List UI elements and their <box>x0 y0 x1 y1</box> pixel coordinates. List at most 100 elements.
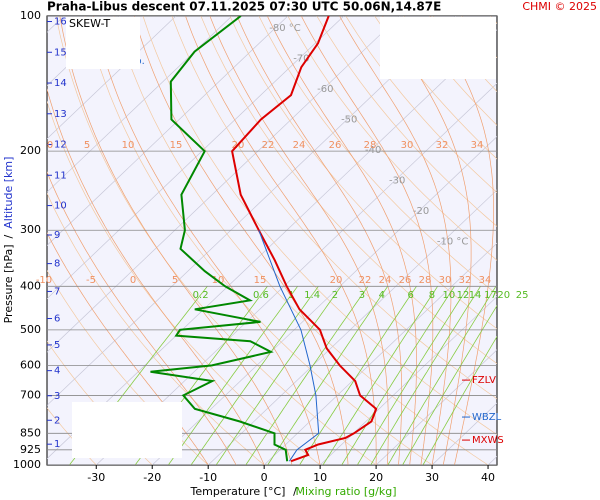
altitude-label: 16 <box>54 17 67 28</box>
altitude-label: 12 <box>54 140 67 151</box>
mixing-ratio-label: 10 <box>443 290 456 301</box>
altitude-label: 2 <box>54 415 60 426</box>
isotherm-label: -50 <box>341 115 357 126</box>
adiabat-label: 26 <box>399 275 412 286</box>
adiabat-label: 28 <box>364 140 377 151</box>
adiabat-label: 32 <box>436 140 449 151</box>
adiabat-label: 15 <box>170 140 183 151</box>
mixing-ratio-label: 0.2 <box>193 290 209 301</box>
adiabat-label: 15 <box>254 275 267 286</box>
isotherm-label: -80 °C <box>269 23 301 34</box>
adiabat-label: 34 <box>471 140 484 151</box>
altitude-label: 4 <box>54 366 60 377</box>
altitude-label: 8 <box>54 259 60 270</box>
profile-line <box>258 230 320 462</box>
altitude-label: 11 <box>54 170 67 181</box>
mixing-ratio-label: 17 <box>484 290 497 301</box>
x-axis-title: Temperature [°C] <box>190 485 286 498</box>
altitude-label: 5 <box>54 340 60 351</box>
mixing-ratio-label: 25 <box>516 290 529 301</box>
level-label: MXWS <box>472 435 504 446</box>
level-label: FZLV <box>472 375 496 386</box>
dry-adiabat <box>287 16 497 261</box>
isotherm <box>47 16 233 193</box>
y-tick-label: 850 <box>20 426 41 439</box>
adiabat-label: 24 <box>379 275 392 286</box>
mixing-ratio-label: 0.6 <box>253 290 269 301</box>
adiabat-label: -10 <box>36 275 52 286</box>
adiabat-label: 0 <box>130 275 136 286</box>
isotherm-label: -40 <box>365 145 381 156</box>
isotherm-label: -70 <box>293 54 309 65</box>
isotherm-label: -60 <box>317 84 333 95</box>
mixing-ratio-label: 1.4 <box>304 290 320 301</box>
adiabat-label: 10 <box>122 140 135 151</box>
isotherm <box>96 82 497 465</box>
y-label-sep: / <box>2 234 15 238</box>
mixing-ratio-label: 14 <box>469 290 482 301</box>
altitude-label: 3 <box>54 391 60 402</box>
adiabat-label: 24 <box>293 140 306 151</box>
dry-adiabat <box>490 16 497 24</box>
y-tick-label: 600 <box>20 358 41 371</box>
altitude-label: 9 <box>54 230 60 241</box>
isotherm <box>47 16 289 246</box>
profile-line <box>150 16 289 462</box>
y-tick-label: 500 <box>20 323 41 336</box>
adiabat-label: 34 <box>479 275 492 286</box>
isotherm <box>487 455 497 465</box>
dry-adiabat <box>549 16 600 465</box>
mixing-ratio-label: 2 <box>332 290 338 301</box>
dry-adiabat <box>258 16 497 295</box>
mixing-ratio-label: 3 <box>359 290 365 301</box>
y-tick-label: 400 <box>20 279 41 292</box>
credit: CHMI © 2025 <box>522 0 597 13</box>
isotherm <box>151 136 497 465</box>
background-lines <box>47 16 600 465</box>
legend-title: SKEW-T <box>69 17 111 30</box>
legend-box <box>66 17 140 69</box>
adiabat-label: 0 <box>47 140 53 151</box>
y-tick-label: 925 <box>20 443 41 456</box>
altitude-label: 6 <box>54 314 60 325</box>
adiabat-label: 26 <box>329 140 342 151</box>
altitude-label: 7 <box>54 286 60 297</box>
table-box <box>72 402 182 458</box>
y-tick-label: 1000 <box>13 458 41 471</box>
x-tick-label: 20 <box>369 471 383 484</box>
x-tick-label: 40 <box>481 471 495 484</box>
y-tick-label: 100 <box>20 9 41 22</box>
altitude-label: 10 <box>54 201 67 212</box>
adiabat-label: 32 <box>459 275 472 286</box>
y-axis-title: Pressure [hPa] / Altitude [km] <box>2 157 15 324</box>
y-tick-label: 200 <box>20 144 41 157</box>
adiabat-label: 30 <box>439 275 452 286</box>
adiabat-label: 30 <box>401 140 414 151</box>
isotherm <box>47 29 497 460</box>
adiabat-label: -5 <box>86 275 96 286</box>
y-tick-label: 700 <box>20 388 41 401</box>
mixing-ratio-label: 4 <box>379 290 385 301</box>
x-tick-label: 0 <box>261 471 268 484</box>
isotherm <box>263 242 497 465</box>
info-box <box>380 17 496 79</box>
x-tick-label: -20 <box>143 471 161 484</box>
isotherm <box>375 349 497 465</box>
adiabat-label: 28 <box>419 275 432 286</box>
level-label: WBZL <box>472 412 502 423</box>
x-tick-label: -30 <box>87 471 105 484</box>
adiabat-label: 20 <box>330 275 343 286</box>
chart-title: Praha-Libus descent 07.11.2025 07:30 UTC… <box>47 0 441 14</box>
mixing-ratio-label: 12 <box>457 290 470 301</box>
dry-adiabat <box>229 16 497 330</box>
x-axis-title-2: Mixing ratio [g/kg] <box>295 485 396 498</box>
x-tick-label: 30 <box>425 471 439 484</box>
dry-adiabat <box>578 16 600 465</box>
adiabat-label: 22 <box>359 275 372 286</box>
isotherm-label: -30 <box>389 176 405 187</box>
isotherm <box>47 16 345 300</box>
y-label: Pressure [hPa] <box>2 244 15 323</box>
isotherm <box>47 16 177 140</box>
y-tick-label: 300 <box>20 223 41 236</box>
